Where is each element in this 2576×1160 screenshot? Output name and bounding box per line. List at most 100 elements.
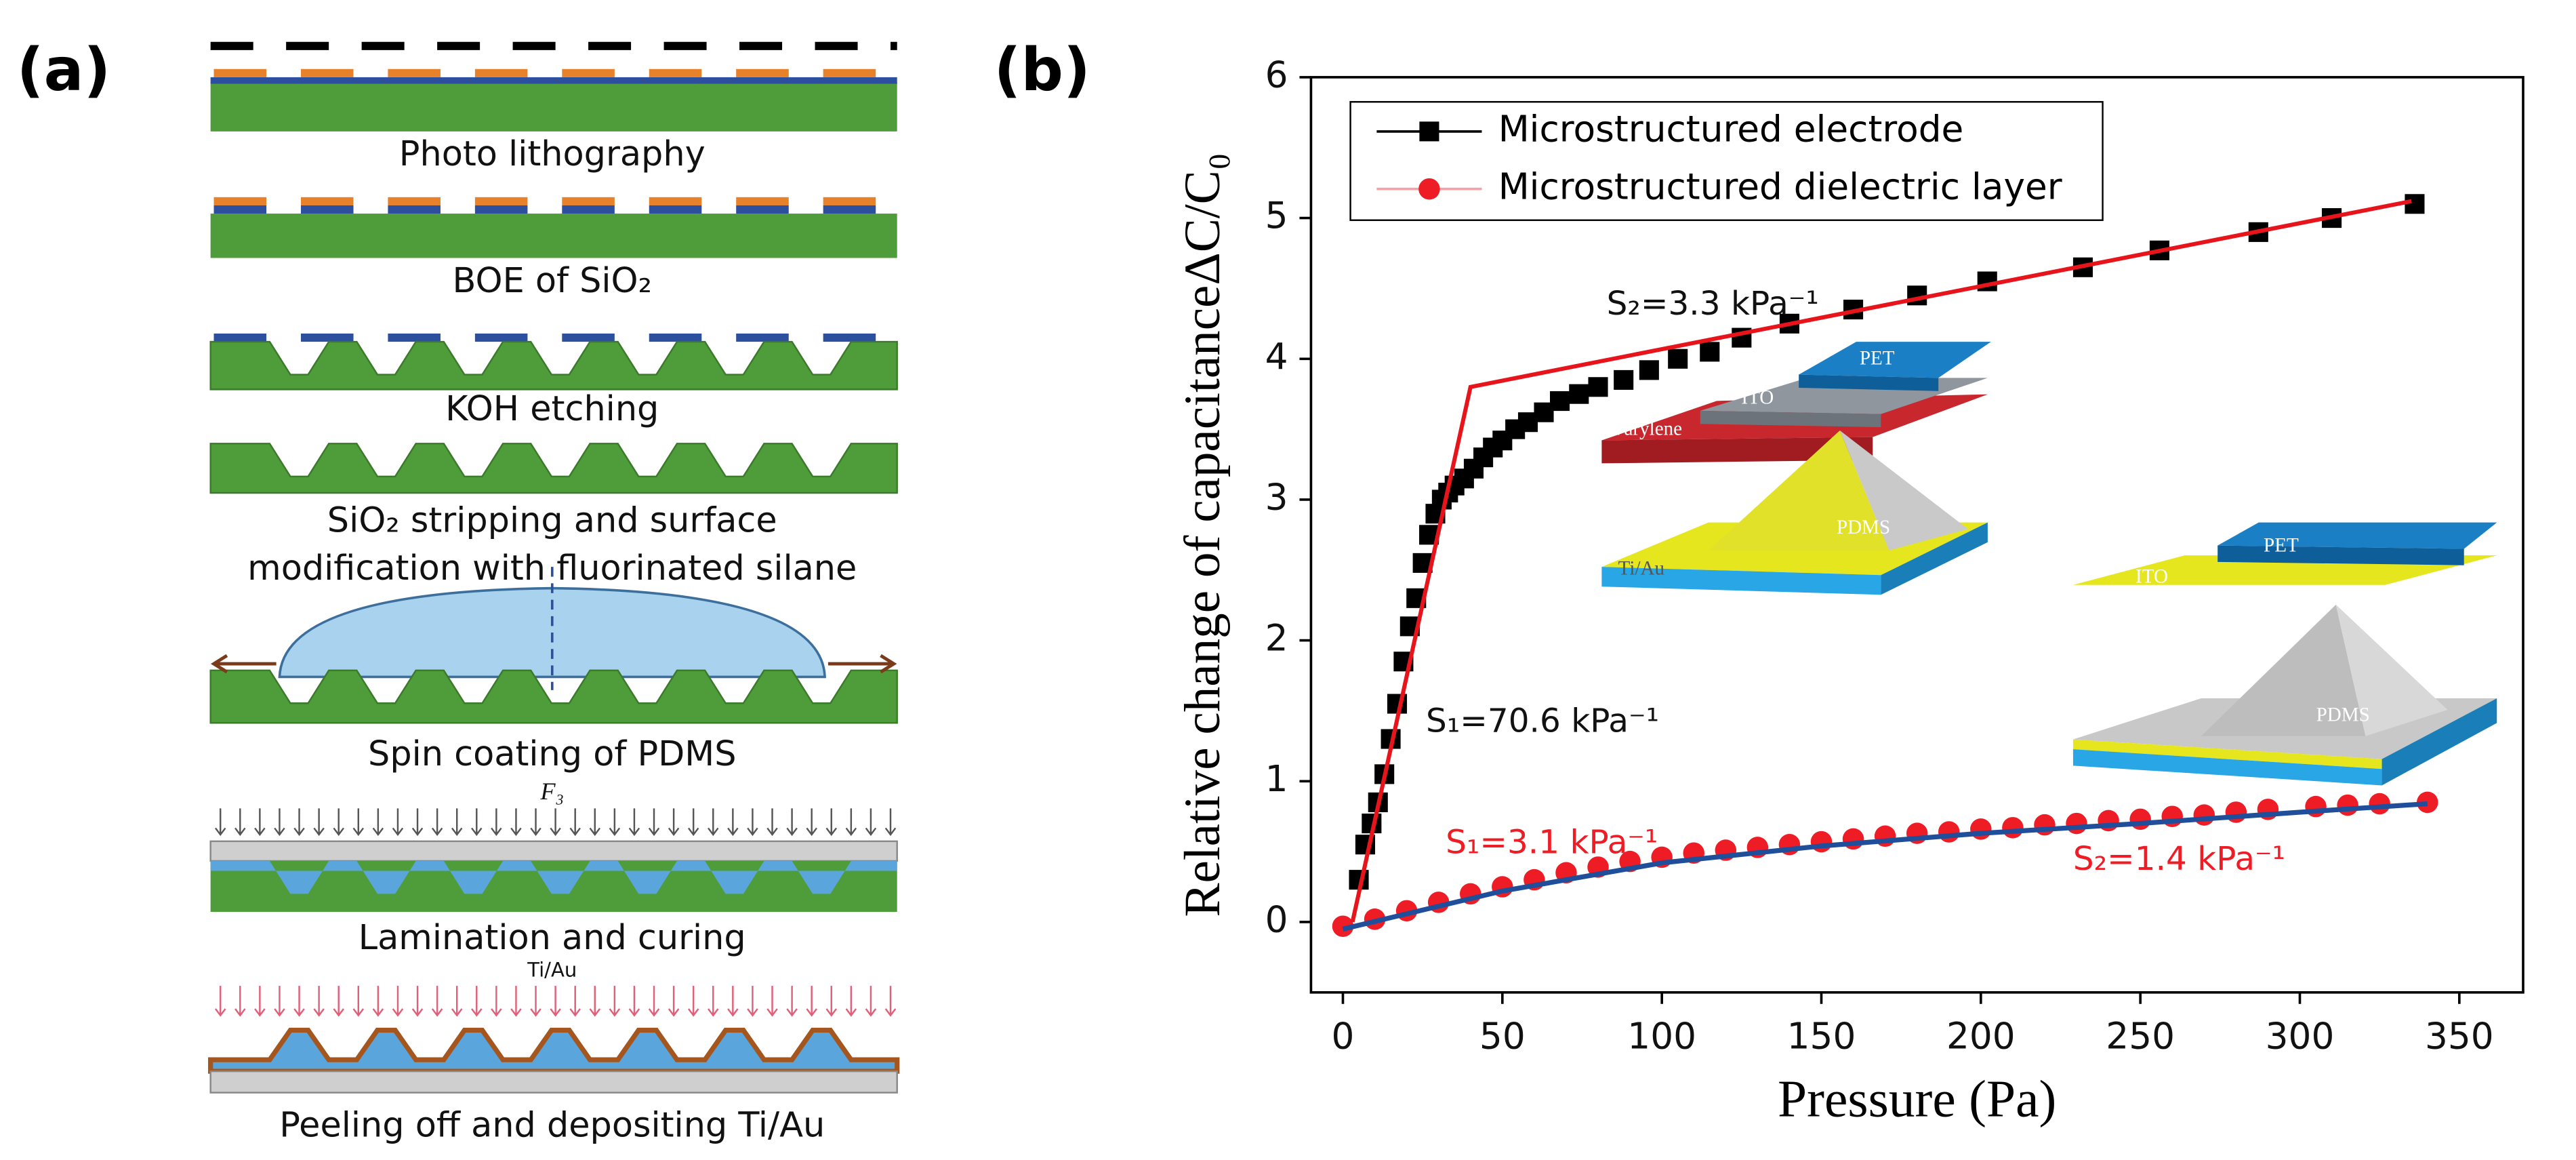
arrow: [648, 986, 660, 1017]
y-tick-label: 4: [1265, 336, 1288, 378]
arrow: [865, 808, 877, 837]
step-label: modification with fluorinated silane: [247, 548, 857, 588]
arrow: [352, 808, 365, 837]
arrow: [451, 986, 463, 1017]
arrow: [274, 808, 285, 837]
substrate: [210, 82, 897, 132]
data-point: [2129, 808, 2151, 831]
photoresist: [474, 68, 528, 77]
annotation: S₁=70.6 kPa⁻¹: [1426, 702, 1659, 740]
photoresist: [649, 68, 702, 77]
arrow: [491, 808, 502, 837]
arrow: [884, 808, 897, 837]
arrow: [865, 986, 877, 1017]
data-point: [1550, 391, 1570, 412]
arrow: [333, 808, 344, 837]
oxide: [823, 205, 876, 214]
arrow: [708, 808, 719, 837]
oxide: [649, 333, 702, 342]
y-tick-label: 6: [1265, 54, 1288, 96]
arrow: [491, 986, 502, 1017]
inset-label: PDMS: [1837, 517, 1890, 538]
arrow: [471, 808, 483, 837]
data-point: [1588, 377, 1608, 397]
arrow: [747, 808, 758, 837]
data-point: [2369, 793, 2390, 815]
inset-label: ITO: [1741, 387, 1774, 409]
arrow: [884, 986, 897, 1017]
arrow: [589, 808, 601, 837]
arrow: [392, 986, 404, 1017]
arrow: [411, 808, 424, 837]
arrow: [293, 808, 305, 837]
step-label: Lamination and curing: [359, 918, 746, 958]
arrow: [687, 986, 699, 1017]
arrow: [786, 986, 798, 1017]
legend-box: [1349, 101, 2104, 221]
y-tick-label: 5: [1265, 195, 1288, 237]
inset-label: PET: [2264, 535, 2299, 557]
data-point: [1569, 384, 1589, 404]
arrow: [845, 808, 857, 837]
legend-marker: [1419, 121, 1439, 142]
plate: [209, 840, 898, 862]
oxide: [736, 205, 789, 214]
arrow: [234, 986, 246, 1017]
photoresist: [736, 68, 789, 77]
arrow: [628, 986, 640, 1017]
x-tick-label: 100: [1627, 1015, 1696, 1057]
substrate: [209, 340, 898, 391]
arrow: [609, 808, 621, 837]
arrow: [589, 986, 601, 1017]
y-tick-label: 1: [1265, 758, 1288, 800]
oxide: [300, 333, 354, 342]
photoresist: [736, 197, 789, 205]
x-tick-label: 50: [1479, 1015, 1526, 1057]
arrow: [313, 986, 325, 1017]
x-tick-label: 350: [2425, 1015, 2494, 1057]
arrow: [806, 986, 817, 1017]
inset-structure: PET ITO PDMS: [2072, 522, 2497, 786]
fit-line: [1350, 199, 2412, 923]
photoresist: [300, 68, 354, 77]
oxide: [210, 77, 897, 84]
pdms: [208, 1027, 900, 1074]
data-point: [1700, 342, 1720, 362]
photoresist: [823, 197, 876, 205]
arrow: [431, 986, 443, 1017]
chart: 0 50 100 150 200 250 300 350 0 1 2 3 4 5 6 Pressure (Pa…: [1174, 54, 2524, 1127]
photoresist: [213, 68, 267, 77]
arrow: [254, 986, 266, 1017]
data-point: [1668, 348, 1688, 369]
y-tick-label: 3: [1265, 477, 1288, 519]
force-label: F₃: [539, 778, 564, 805]
arrow: [451, 808, 463, 837]
photoresist: [300, 197, 354, 205]
data-point: [2405, 194, 2425, 214]
arrow: [825, 986, 838, 1017]
step-label: BOE of SiO₂: [453, 261, 652, 301]
arrow: [550, 808, 561, 837]
arrow: [806, 808, 817, 837]
photoresist: [474, 197, 528, 205]
arrow: [609, 986, 621, 1017]
oxide: [474, 205, 528, 214]
oxide: [388, 333, 441, 342]
data-point: [2034, 814, 2056, 836]
photoresist: [823, 68, 876, 77]
arrow: [766, 986, 778, 1017]
arrow: [274, 986, 285, 1017]
plot-frame: [1309, 76, 2524, 994]
arrow: [747, 986, 758, 1017]
data-point: [2417, 791, 2438, 814]
y-tick-label: 0: [1265, 899, 1288, 941]
step-label: SiO₂ stripping and surface: [327, 501, 777, 541]
legend-label: Microstructured electrode: [1498, 108, 1964, 151]
arrow: [727, 986, 739, 1017]
data-point: [2193, 804, 2215, 826]
inset-structure: Parylene ITO PET PDMS Ti/Au: [1601, 342, 1991, 595]
photoresist: [388, 197, 441, 205]
y-tick-label: 2: [1265, 617, 1288, 659]
photoresist: [649, 197, 702, 205]
